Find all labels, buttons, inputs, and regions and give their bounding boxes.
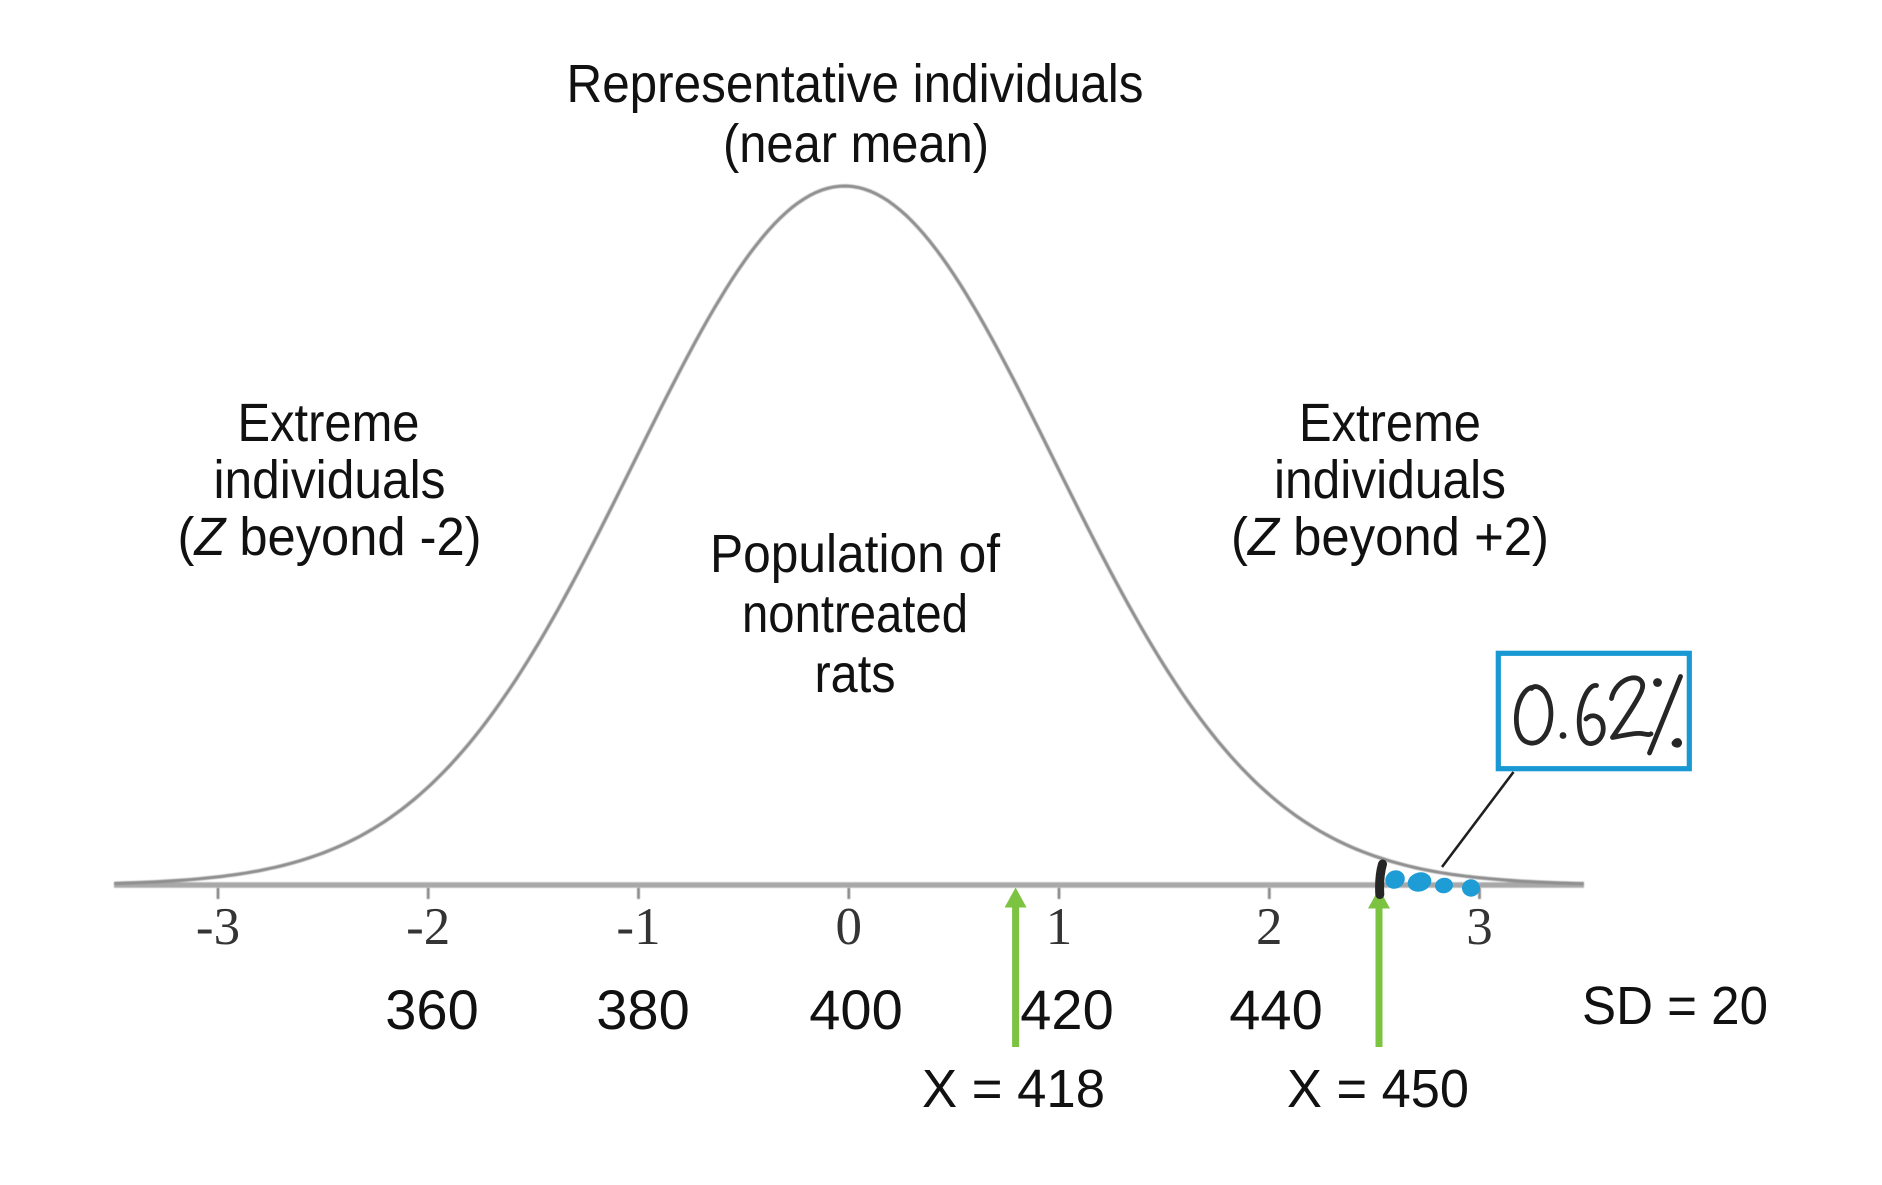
svg-text:2: 2 xyxy=(1256,898,1283,956)
svg-text:360: 360 xyxy=(385,978,478,1041)
svg-text:380: 380 xyxy=(596,978,689,1041)
svg-text:X = 450: X = 450 xyxy=(1287,1059,1469,1119)
svg-text:(near mean): (near mean) xyxy=(723,114,989,174)
svg-text:(Z beyond +2): (Z beyond +2) xyxy=(1231,507,1549,567)
svg-text:3: 3 xyxy=(1466,898,1493,956)
svg-text:X = 418: X = 418 xyxy=(922,1059,1105,1119)
svg-text:Population of: Population of xyxy=(710,524,1001,584)
svg-text:0: 0 xyxy=(836,898,863,956)
svg-text:individuals: individuals xyxy=(1274,450,1506,510)
svg-text:individuals: individuals xyxy=(214,450,446,510)
svg-text:420: 420 xyxy=(1020,978,1113,1041)
svg-text:SD = 20: SD = 20 xyxy=(1582,976,1768,1036)
svg-text:440: 440 xyxy=(1229,978,1322,1041)
svg-text:Representative individuals: Representative individuals xyxy=(567,54,1144,114)
svg-text:-3: -3 xyxy=(196,898,240,956)
svg-text:-1: -1 xyxy=(616,898,660,956)
svg-text:rats: rats xyxy=(815,644,896,704)
svg-text:Extreme: Extreme xyxy=(238,393,420,453)
svg-text:(Z beyond -2): (Z beyond -2) xyxy=(178,507,482,567)
svg-text:1: 1 xyxy=(1046,898,1073,956)
svg-text:Extreme: Extreme xyxy=(1299,393,1481,453)
svg-text:400: 400 xyxy=(809,978,902,1041)
svg-text:nontreated: nontreated xyxy=(742,584,968,644)
svg-text:-2: -2 xyxy=(406,898,450,956)
